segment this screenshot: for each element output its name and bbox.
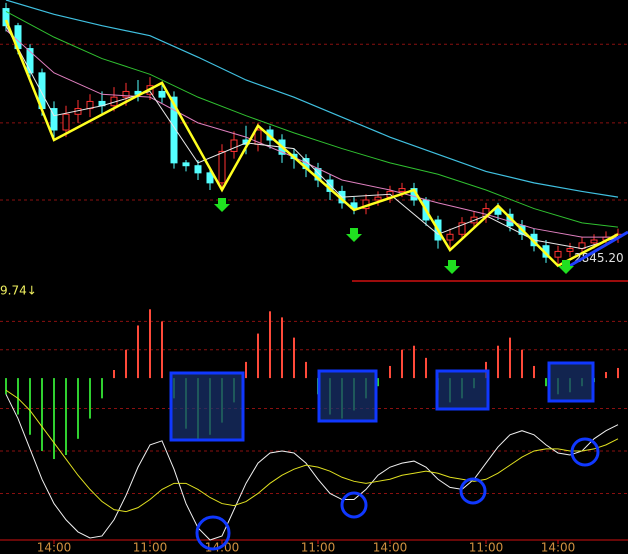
histogram-bar xyxy=(161,321,163,379)
highlight-box xyxy=(435,369,490,411)
histogram-bar xyxy=(413,345,415,379)
candle-body xyxy=(218,150,226,184)
histogram-bar xyxy=(113,370,115,379)
histogram-bar xyxy=(389,365,391,379)
highlight-circle xyxy=(570,437,600,467)
histogram-bar xyxy=(509,337,511,379)
candle-body xyxy=(494,208,502,215)
histogram-bar xyxy=(617,367,619,379)
histogram-bar xyxy=(77,378,79,439)
histogram-bar xyxy=(149,309,151,379)
histogram-bar xyxy=(89,378,91,419)
histogram-bar xyxy=(5,378,7,395)
indicator-line xyxy=(5,394,619,541)
candle-body xyxy=(170,96,178,164)
x-tick-label: 11:00 xyxy=(133,541,168,554)
histogram-bar xyxy=(281,317,283,379)
histogram-bar xyxy=(125,349,127,379)
candle-body xyxy=(554,250,562,258)
candle-body xyxy=(62,113,70,131)
candle-body xyxy=(398,188,406,192)
histogram-bar xyxy=(305,361,307,379)
histogram-bar xyxy=(17,378,19,415)
candle-body xyxy=(566,248,574,252)
histogram-bar xyxy=(545,378,547,387)
histogram-bar xyxy=(101,378,103,399)
candle-body xyxy=(26,48,34,74)
candle-body xyxy=(230,139,238,152)
x-tick-label: 14:00 xyxy=(373,541,408,554)
line-series xyxy=(5,10,619,228)
histogram-bar xyxy=(137,325,139,379)
annotations xyxy=(169,198,628,551)
histogram-bar xyxy=(425,357,427,379)
candle-body xyxy=(50,108,58,131)
histogram-bar xyxy=(53,378,55,460)
histogram-bar xyxy=(29,378,31,435)
histogram-bar xyxy=(521,349,523,379)
histogram-bar xyxy=(377,378,379,387)
x-tick-label: 11:00 xyxy=(301,541,336,554)
x-tick-label: 14:00 xyxy=(541,541,576,554)
indicator-line xyxy=(5,389,619,513)
down-arrow xyxy=(444,260,460,274)
line-series xyxy=(5,29,618,238)
down-arrow xyxy=(346,228,362,242)
highlight-box xyxy=(547,361,595,403)
candle-body xyxy=(194,165,202,174)
highlight-circle xyxy=(459,477,487,505)
candle-body xyxy=(182,162,190,167)
candle-body xyxy=(590,239,598,244)
highlight-box xyxy=(317,369,378,423)
line-series xyxy=(5,0,619,198)
highlight-box xyxy=(169,371,245,442)
candle-body xyxy=(458,222,466,235)
histogram-bar xyxy=(401,349,403,379)
histogram-bar xyxy=(65,378,67,455)
histogram-bar xyxy=(533,365,535,379)
price-annotation: 2845.20 xyxy=(574,251,624,265)
candle-body xyxy=(446,233,454,241)
candle-body xyxy=(158,90,166,98)
histogram-bar xyxy=(497,345,499,379)
histogram-bar xyxy=(257,333,259,379)
candle-body xyxy=(374,196,382,201)
down-arrow xyxy=(214,198,230,212)
indicator-label: 9.74↓ xyxy=(0,284,37,298)
candle-body xyxy=(206,172,214,184)
highlight-circle xyxy=(195,515,231,551)
line-series xyxy=(4,19,619,268)
trend-line xyxy=(565,230,628,270)
highlight-circle xyxy=(340,491,368,519)
histogram-bar xyxy=(41,378,43,451)
histogram-bar xyxy=(605,372,607,379)
line-series xyxy=(5,25,619,250)
histogram-bar xyxy=(269,311,271,379)
x-tick-label: 11:00 xyxy=(469,541,504,554)
x-tick-label: 14:00 xyxy=(37,541,72,554)
histogram-bar xyxy=(293,337,295,379)
candle-body xyxy=(122,90,130,98)
histogram-bar xyxy=(245,361,247,379)
down-arrow xyxy=(558,260,574,274)
